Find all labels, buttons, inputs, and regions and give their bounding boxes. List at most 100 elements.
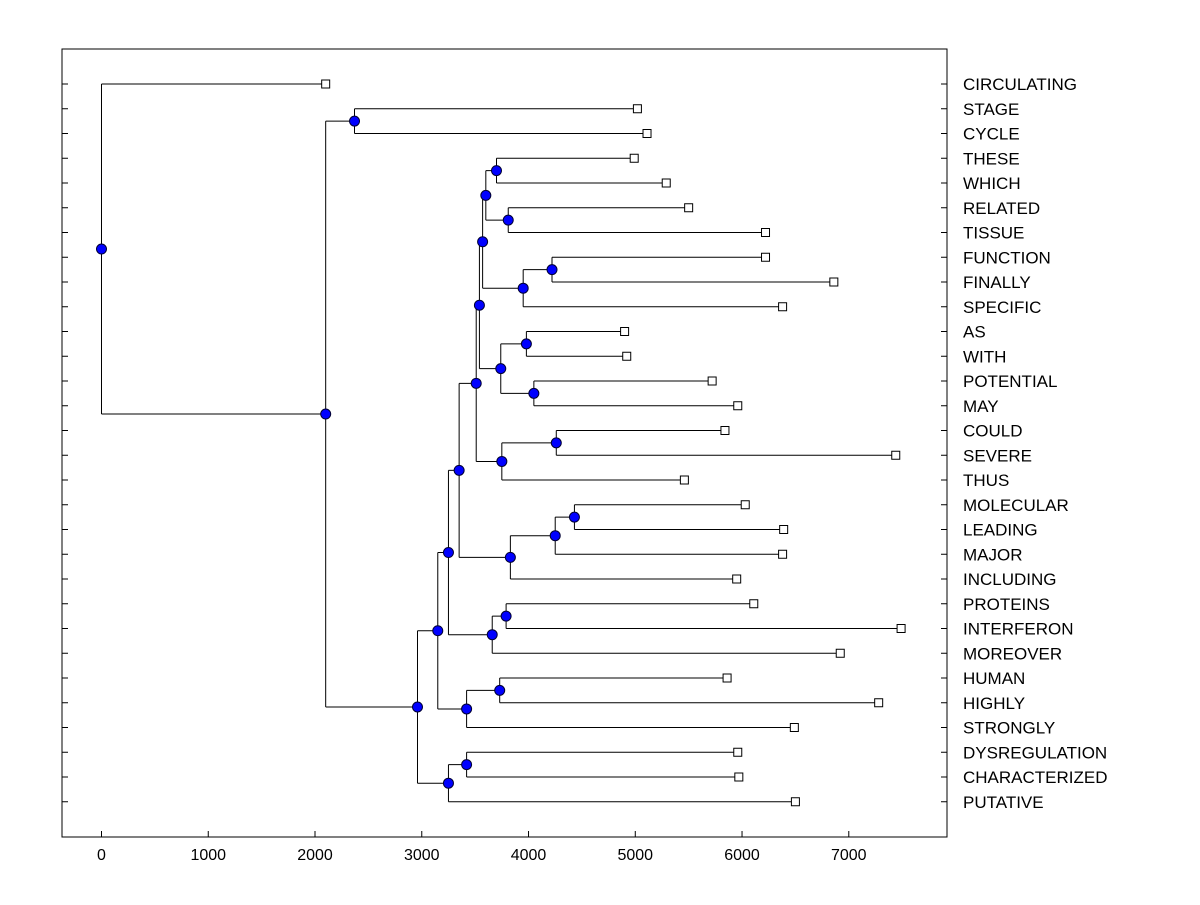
cluster-node-24	[461, 759, 473, 771]
leaf-label-specific: SPECIFIC	[963, 298, 1041, 317]
cluster-node-9	[495, 363, 507, 375]
cluster-node-15	[549, 530, 561, 542]
cluster-node-14	[568, 511, 580, 523]
leaf-marker-characterized	[734, 772, 744, 782]
cluster-node-20	[442, 547, 454, 559]
cluster-node-0	[349, 115, 361, 127]
leaf-label-potential: POTENTIAL	[963, 372, 1057, 391]
leaf-marker-leading	[779, 525, 789, 534]
leaf-label-stage: STAGE	[963, 100, 1019, 119]
x-tick-label-5000: 5000	[617, 847, 653, 864]
tree-links	[100, 83, 902, 803]
x-tick-label-4000: 4000	[511, 847, 547, 864]
cluster-node-28	[95, 243, 107, 255]
leaf-marker-severe	[891, 450, 901, 460]
leaf-marker-tissue	[761, 228, 771, 237]
x-tick-label-3000: 3000	[404, 847, 440, 864]
leaf-marker-molecular	[740, 500, 750, 510]
leaf-marker-including	[732, 574, 742, 584]
cluster-node-25	[442, 777, 454, 789]
cluster-node-1	[490, 165, 502, 177]
leaf-marker-highly	[874, 698, 884, 708]
leaf-labels: CIRCULATING STAGE CYCLE THESE WHICH RELATED TI…	[963, 75, 1108, 812]
cluster-node-3	[480, 189, 492, 201]
cluster-node-23	[432, 625, 444, 637]
leaf-marker-putative	[790, 797, 800, 807]
cluster-node-7	[520, 338, 532, 350]
cluster-node-21	[494, 684, 506, 696]
leaf-label-as: AS	[963, 323, 986, 342]
cluster-node-26	[411, 701, 423, 713]
cluster-node-18	[500, 610, 512, 622]
plot-frame	[61, 48, 948, 838]
leaf-label-moreover: MOREOVER	[963, 644, 1062, 663]
cluster-node-10	[473, 299, 485, 311]
leaf-label-function: FUNCTION	[963, 248, 1051, 267]
y-ticks	[62, 83, 947, 803]
leaf-marker-could	[720, 426, 730, 435]
leaf-label-strongly: STRONGLY	[963, 719, 1055, 738]
leaf-label-these: THESE	[963, 149, 1020, 168]
leaf-label-putative: PUTATIVE	[963, 793, 1044, 812]
leaf-label-dysregulation: DYSREGULATION	[963, 743, 1107, 762]
leaf-label-molecular: MOLECULAR	[963, 496, 1069, 515]
leaf-marker-thus	[679, 475, 689, 485]
leaf-label-including: INCLUDING	[963, 570, 1057, 589]
leaf-label-related: RELATED	[963, 199, 1040, 218]
leaf-marker-human	[722, 673, 732, 683]
cluster-node-5	[517, 282, 529, 294]
leaf-marker-these	[629, 153, 639, 163]
leaf-marker-specific	[778, 302, 788, 312]
leaf-label-major: MAJOR	[963, 545, 1023, 564]
leaf-marker-as	[620, 327, 630, 336]
cluster-node-4	[546, 264, 558, 276]
leaf-marker-interferon	[896, 624, 906, 633]
x-tick-label-2000: 2000	[297, 847, 333, 864]
leaf-marker-may	[733, 401, 743, 411]
leaf-marker-stage	[632, 104, 642, 114]
x-tick-label-1000: 1000	[190, 847, 226, 864]
cluster-node-8	[528, 387, 540, 399]
leaf-marker-cycle	[642, 129, 652, 138]
leaf-label-leading: LEADING	[963, 521, 1038, 540]
leaf-marker-strongly	[789, 723, 799, 732]
leaf-marker-potential	[707, 376, 717, 386]
leaf-label-thus: THUS	[963, 471, 1009, 490]
leaf-marker-related	[684, 203, 694, 213]
leaf-marker-finally	[829, 277, 839, 287]
leaf-marker-proteins	[749, 599, 759, 609]
leaf-label-severe: SEVERE	[963, 446, 1032, 465]
x-ticks: 0 1000 2000 3000 4000 5000 6000 7000	[97, 831, 867, 864]
cluster-node-16	[504, 551, 516, 563]
cluster-node-2	[502, 214, 514, 226]
leaf-marker-circulating	[321, 79, 331, 89]
cluster-node-12	[496, 455, 508, 467]
cluster-node-6	[477, 236, 489, 248]
leaf-label-human: HUMAN	[963, 669, 1025, 688]
leaf-marker-dysregulation	[733, 747, 743, 757]
cluster-node-27	[320, 408, 332, 420]
x-tick-label-7000: 7000	[831, 847, 867, 864]
cluster-node-11	[550, 437, 562, 449]
cluster-node-22	[461, 703, 473, 715]
leaf-markers	[321, 79, 906, 807]
leaf-label-interferon: INTERFERON	[963, 620, 1074, 639]
leaf-marker-function	[761, 252, 771, 262]
cluster-node-13	[470, 377, 482, 389]
cluster-node-17	[453, 464, 465, 476]
leaf-label-which: WHICH	[963, 174, 1021, 193]
x-tick-label-6000: 6000	[724, 847, 760, 864]
node-markers	[95, 115, 580, 789]
leaf-label-finally: FINALLY	[963, 273, 1031, 292]
leaf-label-proteins: PROTEINS	[963, 595, 1050, 614]
leaf-label-characterized: CHARACTERIZED	[963, 768, 1108, 787]
leaf-label-circulating: CIRCULATING	[963, 75, 1077, 94]
leaf-label-cycle: CYCLE	[963, 125, 1020, 144]
leaf-label-tissue: TISSUE	[963, 224, 1024, 243]
leaf-marker-with	[622, 351, 632, 361]
leaf-label-highly: HIGHLY	[963, 694, 1025, 713]
leaf-marker-moreover	[835, 648, 845, 658]
leaf-label-with: WITH	[963, 347, 1006, 366]
